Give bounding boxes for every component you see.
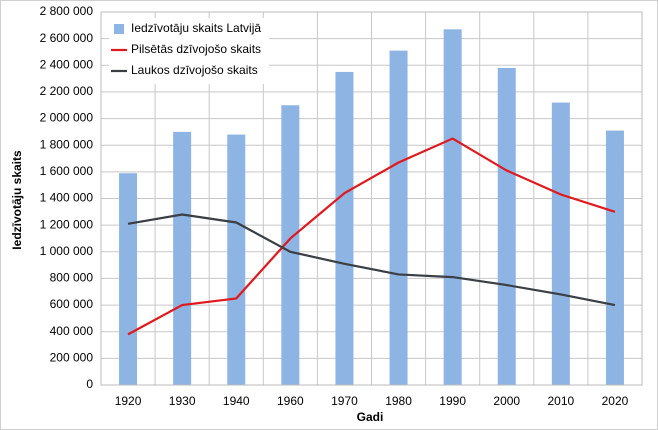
bar — [389, 50, 408, 385]
x-tick-label: 1940 — [223, 394, 250, 408]
bar — [497, 67, 516, 385]
y-tick-label: 2 800 000 — [40, 4, 94, 18]
x-tick-label: 2000 — [493, 394, 520, 408]
bar — [335, 71, 354, 386]
y-tick-label: 400 000 — [50, 324, 94, 338]
y-tick-label: 600 000 — [50, 297, 94, 311]
x-axis-label: Gadi — [357, 410, 384, 424]
bar — [173, 131, 192, 385]
bar — [605, 130, 624, 385]
y-tick-label: 2 000 000 — [40, 111, 94, 125]
bar — [443, 29, 462, 385]
x-tick-label: 1920 — [115, 394, 142, 408]
bar — [281, 105, 300, 385]
x-tick-label: 1970 — [331, 394, 358, 408]
y-tick-label: 1 200 000 — [40, 217, 94, 231]
y-tick-label: 800 000 — [50, 271, 94, 285]
x-tick-label: 2010 — [547, 394, 574, 408]
legend-label: Pilsētās dzīvojošo skaits — [131, 42, 261, 56]
legend-label: Laukos dzīvojošo skaits — [131, 63, 258, 77]
line — [127, 137, 616, 336]
bar — [227, 134, 246, 385]
y-tick-label: 2 600 000 — [40, 31, 94, 45]
y-tick-label: 1 000 000 — [40, 244, 94, 258]
x-tick-label: 1990 — [439, 394, 466, 408]
y-tick-label: 0 — [86, 377, 93, 391]
bar — [551, 102, 570, 385]
x-tick-label: 2020 — [602, 394, 629, 408]
legend-swatch — [114, 24, 124, 34]
line — [127, 213, 616, 307]
x-tick-label: 1980 — [385, 394, 412, 408]
bar — [119, 173, 138, 385]
x-tick-label: 1930 — [169, 394, 196, 408]
y-tick-label: 2 400 000 — [40, 57, 94, 71]
y-tick-label: 1 400 000 — [40, 191, 94, 205]
legend-box — [109, 18, 269, 84]
y-tick-label: 1 600 000 — [40, 164, 94, 178]
plot-frame — [100, 11, 643, 386]
y-tick-label: 200 000 — [50, 351, 94, 365]
legend-label: Iedzīvotāju skaits Latvijā — [131, 21, 261, 35]
y-tick-label: 2 200 000 — [40, 84, 94, 98]
x-tick-label: 1960 — [277, 394, 304, 408]
y-axis-label: Iedzīvotāju skaits — [10, 150, 24, 250]
y-tick-label: 1 800 000 — [40, 137, 94, 151]
